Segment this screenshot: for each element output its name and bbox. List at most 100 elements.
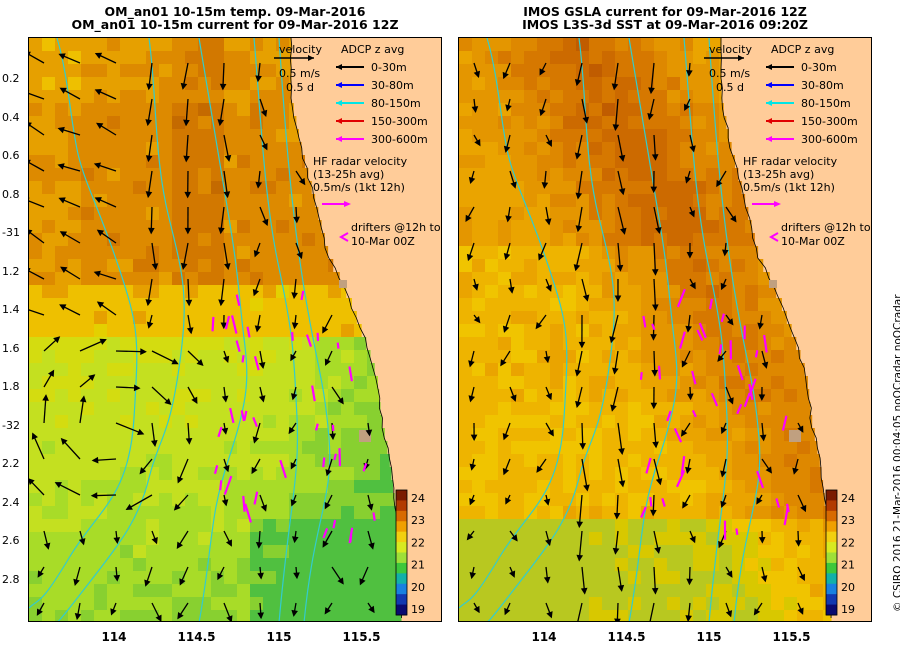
velocity-arrow-head xyxy=(359,578,366,586)
velocity-arrow-head xyxy=(756,497,763,505)
velocity-time-label: 0.5 d xyxy=(716,81,744,94)
velocity-arrow-head xyxy=(261,143,268,151)
velocity-arrow-head xyxy=(113,537,121,545)
velocity-arrow-head xyxy=(753,608,761,616)
velocity-arrow-head xyxy=(689,535,696,544)
velocity-arrow-head xyxy=(720,426,727,435)
velocity-arrow-head xyxy=(469,463,477,471)
velocity-scale-arrow-head xyxy=(308,55,314,61)
hf-radar-arrow xyxy=(748,378,757,397)
velocity-arrow-head xyxy=(509,570,516,578)
velocity-arrow-head xyxy=(503,145,511,153)
hf-radar-arrow xyxy=(322,457,326,468)
velocity-arrow-head xyxy=(757,322,764,330)
hf-radar-arrow xyxy=(675,469,686,488)
colorbar-segment xyxy=(396,552,407,564)
velocity-arrow-head xyxy=(368,542,375,550)
velocity-arrow-head xyxy=(610,404,617,412)
velocity-arrow-head xyxy=(685,615,692,621)
velocity-arrow-head xyxy=(155,614,162,621)
latitude-tick-label: 1.2 xyxy=(2,264,20,278)
hf-radar-arrow xyxy=(736,403,743,415)
latitude-tick-label: -32 xyxy=(2,418,20,432)
colorbar-tick-label: 22 xyxy=(841,536,855,549)
velocity-arrow-head xyxy=(183,119,190,127)
latitude-tick-label: 1.4 xyxy=(2,303,20,316)
velocity-arrow-head xyxy=(681,360,688,368)
velocity-arrow-head xyxy=(91,456,99,464)
velocity-arrow-head xyxy=(468,395,475,403)
latitude-tick-label: 0.8 xyxy=(2,187,20,201)
right-map-svg: velocity 0.5 m/s0.5 d ADCP z avg 0-30m 30-80… xyxy=(459,38,871,621)
velocity-arrow-head xyxy=(43,542,51,550)
adcp-legend-arrow-head xyxy=(766,82,772,88)
velocity-arrow-head xyxy=(324,358,331,366)
velocity-arrow-head xyxy=(137,428,145,436)
velocity-arrow-head xyxy=(543,498,551,506)
velocity-arrow-head xyxy=(224,263,231,271)
hf-radar-arrow xyxy=(246,326,251,338)
velocity-arrow-head xyxy=(730,215,737,223)
hf-radar-arrow xyxy=(211,316,215,332)
latitude-tick-label: 0.4 xyxy=(2,110,20,124)
colorbar-label: temperature (°C) xyxy=(441,521,442,615)
velocity-arrow-head xyxy=(36,608,43,616)
velocity-arrow-head xyxy=(296,251,303,260)
hf-radar-arrow xyxy=(708,298,714,310)
colorbar-segment xyxy=(396,604,407,616)
velocity-arrow-head xyxy=(290,462,297,470)
temperature-colorbar: 24 23 22 21 20 19 temperature (°C) xyxy=(825,489,855,616)
velocity-arrow-head xyxy=(90,492,98,499)
velocity-arrow xyxy=(29,92,45,100)
hf-radar-arrow xyxy=(657,365,662,380)
colorbar-segment xyxy=(396,490,407,501)
hf-radar-arrow xyxy=(736,364,744,381)
velocity-arrow-head xyxy=(183,155,190,163)
velocity-arrow-head xyxy=(31,432,38,440)
velocity-arrow-head xyxy=(325,469,332,477)
colorbar-segment xyxy=(826,562,837,574)
velocity-arrow-head xyxy=(508,286,515,294)
velocity-arrow-head xyxy=(580,587,588,595)
longitude-tick-label: 115 xyxy=(266,630,292,644)
velocity-arrow-head xyxy=(616,264,624,272)
velocity-arrow-head xyxy=(613,512,621,520)
velocity-arrow-head xyxy=(258,362,266,370)
colorbar-frame xyxy=(825,489,838,616)
velocity-arrow-head xyxy=(255,541,263,549)
latitude-tick-label: 0.6 xyxy=(2,149,20,162)
velocity-arrow xyxy=(649,602,655,621)
hf-radar-arrow xyxy=(217,426,223,438)
adcp-legend-arrow-head xyxy=(336,136,342,142)
velocity-arrow-head xyxy=(650,334,657,341)
velocity-arrow-head xyxy=(654,546,661,554)
velocity-arrow-head xyxy=(253,250,261,258)
velocity-arrow-head xyxy=(148,227,155,235)
adcp-legend-label: 150-300m xyxy=(371,115,428,128)
velocity-arrow-head xyxy=(574,152,582,160)
hf-radar-arrow xyxy=(781,415,788,431)
colorbar-segment xyxy=(396,542,407,553)
velocity-arrow-head xyxy=(466,253,474,262)
velocity-arrow-head xyxy=(60,266,68,273)
latitude-tick-label: 1.6 xyxy=(2,341,20,355)
velocity-arrow-head xyxy=(575,400,582,409)
velocity-arrow-head xyxy=(324,501,331,510)
hf-radar-arrow xyxy=(645,457,652,474)
velocity-arrow-head xyxy=(93,270,101,278)
velocity-arrow-head xyxy=(504,607,511,616)
adcp-title: ADCP z avg xyxy=(341,43,404,56)
velocity-arrow-head xyxy=(651,269,659,276)
colorbar-segment xyxy=(826,531,837,543)
velocity-arrow-head xyxy=(260,504,267,512)
velocity-arrow-head xyxy=(465,214,472,223)
velocity-arrow-head xyxy=(254,325,262,333)
velocity-arrow-head xyxy=(469,498,476,506)
hf-radar-subtitle: (13-25h avg) xyxy=(313,168,384,181)
velocity-arrow-head xyxy=(180,82,188,90)
velocity-arrow-head xyxy=(322,540,329,548)
velocity-arrow-head xyxy=(58,197,66,204)
hf-radar-arrow xyxy=(336,342,340,349)
velocity-arrow-head xyxy=(125,503,133,510)
velocity-arrow-head xyxy=(535,321,543,330)
